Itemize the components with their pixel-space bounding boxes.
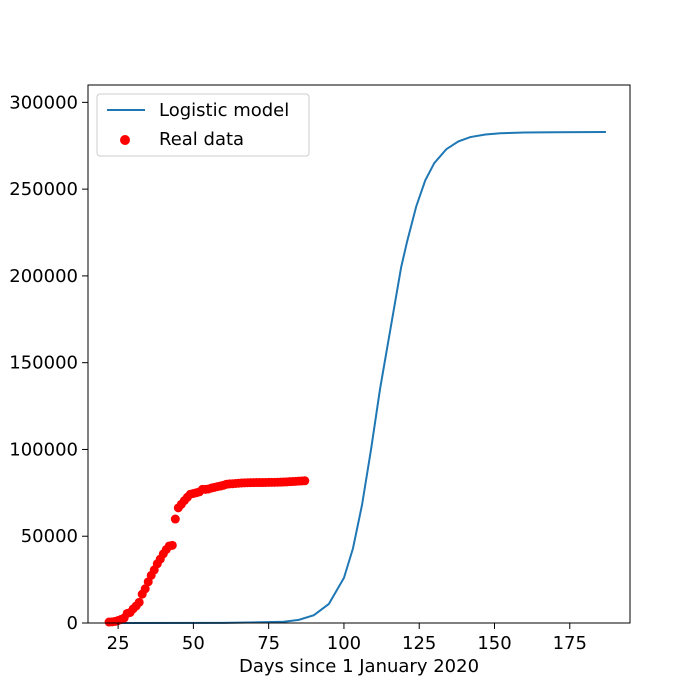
series-line-logistic-model <box>109 131 606 624</box>
y-tick-label: 50000 <box>21 526 78 547</box>
plot-area <box>104 131 606 627</box>
x-tick-label: 50 <box>182 633 205 654</box>
legend: Logistic model Real data <box>96 93 310 157</box>
real-data-point <box>140 584 150 594</box>
x-tick-label: 75 <box>257 633 280 654</box>
legend-label-logistic-model: Logistic model <box>159 100 289 121</box>
y-axis: 0 50000 100000 150000 200000 250000 300000 <box>9 92 88 634</box>
y-tick-label: 200000 <box>9 266 78 287</box>
y-tick-label: 250000 <box>9 179 78 200</box>
x-tick-label: 25 <box>107 633 130 654</box>
legend-box <box>96 93 310 157</box>
legend-dot-swatch <box>120 135 130 145</box>
y-tick-label: 0 <box>67 613 78 634</box>
y-tick-label: 100000 <box>9 439 78 460</box>
series-layer <box>104 131 606 627</box>
x-axis: 25 50 75 100 125 150 175 <box>107 623 587 654</box>
x-tick-label: 150 <box>477 633 511 654</box>
legend-label-real-data: Real data <box>159 129 244 150</box>
y-tick-label: 300000 <box>9 92 78 113</box>
y-tick-label: 150000 <box>9 353 78 374</box>
x-tick-label: 125 <box>402 633 436 654</box>
plot-frame <box>87 84 631 624</box>
real-data-point <box>170 514 180 524</box>
real-data-point <box>300 476 310 486</box>
real-data-point <box>134 597 144 607</box>
real-data-point <box>167 540 177 550</box>
x-tick-label: 100 <box>327 633 361 654</box>
x-tick-label: 175 <box>553 633 587 654</box>
x-axis-label: Days since 1 January 2020 <box>239 656 479 677</box>
